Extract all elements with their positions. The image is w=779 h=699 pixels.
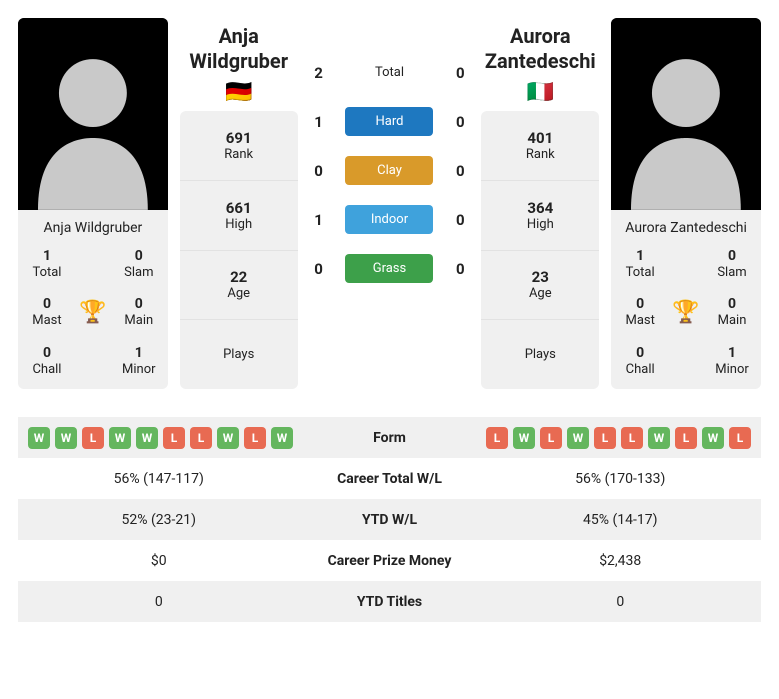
player2-titles: 1Total 0Slam 0Mast 🏆 0Main 0Chall 1Minor xyxy=(611,248,761,389)
p1-titles-mast: 0 xyxy=(24,296,70,313)
p1-titles-main: 0 xyxy=(116,296,162,313)
p2-career-wl: 56% (170-133) xyxy=(490,471,752,487)
p2-titles-minor: 1 xyxy=(709,345,755,362)
p1-titles-total: 1 xyxy=(24,248,70,265)
p1-rank: 691 xyxy=(226,129,252,147)
p2-age: 23 xyxy=(532,268,549,286)
h2h-total-p1: 2 xyxy=(310,64,328,82)
trophy-icon: 🏆 xyxy=(70,296,116,328)
p2-titles-main: 0 xyxy=(709,296,755,313)
player2-name-small: Aurora Zantedeschi xyxy=(611,210,761,248)
p2-titles-chall: 0 xyxy=(617,345,663,362)
form-win-chip: W xyxy=(136,427,158,449)
form-win-chip: W xyxy=(28,427,50,449)
p2-high: 364 xyxy=(527,199,553,217)
h2h-clay-p2: 0 xyxy=(451,162,469,180)
form-loss-chip: L xyxy=(675,427,697,449)
form-loss-chip: L xyxy=(82,427,104,449)
h2h-hard-p2: 0 xyxy=(451,113,469,131)
h2h-indoor-p2: 0 xyxy=(451,211,469,229)
p1-prize: $0 xyxy=(28,553,290,569)
player1-titles: 1Total 0Slam 0Mast 🏆 0Main 0Chall 1Minor xyxy=(18,248,168,389)
p1-age: 22 xyxy=(230,268,247,286)
player2-photo xyxy=(611,18,761,210)
form-win-chip: W xyxy=(271,427,293,449)
surface-hard-pill[interactable]: Hard xyxy=(345,107,433,136)
h2h-surfaces: 2 Total 0 1 Hard 0 0 Clay 0 1 Indoor 0 0… xyxy=(310,18,470,389)
player1-name-big[interactable]: Anja Wildgruber xyxy=(180,18,298,80)
player1-flag-icon: 🇩🇪 xyxy=(180,80,298,105)
form-loss-chip: L xyxy=(244,427,266,449)
p1-titles-chall: 0 xyxy=(24,345,70,362)
form-loss-chip: L xyxy=(594,427,616,449)
h2h-hard-p1: 1 xyxy=(310,113,328,131)
p1-high: 661 xyxy=(226,199,252,217)
label-ytd-wl: YTD W/L xyxy=(290,512,490,528)
form-win-chip: W xyxy=(217,427,239,449)
surface-total-label: Total xyxy=(345,58,433,87)
p2-titles-mast: 0 xyxy=(617,296,663,313)
p2-titles-total: 1 xyxy=(617,248,663,265)
h2h-clay-p1: 0 xyxy=(310,162,328,180)
form-win-chip: W xyxy=(648,427,670,449)
p2-ytd-wl: 45% (14-17) xyxy=(490,512,752,528)
h2h-indoor-p1: 1 xyxy=(310,211,328,229)
player1-card: Anja Wildgruber 1Total 0Slam 0Mast 🏆 0Ma… xyxy=(18,18,168,389)
form-loss-chip: L xyxy=(486,427,508,449)
player1-photo xyxy=(18,18,168,210)
form-loss-chip: L xyxy=(729,427,751,449)
surface-grass-pill[interactable]: Grass xyxy=(345,254,433,283)
h2h-grass-p1: 0 xyxy=(310,260,328,278)
h2h-total-p2: 0 xyxy=(451,64,469,82)
player2-name-big[interactable]: Aurora Zantedeschi xyxy=(481,18,599,80)
player2-card: Aurora Zantedeschi 1Total 0Slam 0Mast 🏆 … xyxy=(611,18,761,389)
p2-prize: $2,438 xyxy=(490,553,752,569)
p1-career-wl: 56% (147-117) xyxy=(28,471,290,487)
p2-form: LWLWLLWLWL xyxy=(486,427,751,449)
p1-ytd-wl: 52% (23-21) xyxy=(28,512,290,528)
label-career-wl: Career Total W/L xyxy=(290,471,490,487)
trophy-icon: 🏆 xyxy=(663,296,709,328)
form-win-chip: W xyxy=(109,427,131,449)
p2-rank: 401 xyxy=(527,129,553,147)
p1-ytd-titles: 0 xyxy=(28,594,290,610)
comparison-table: WWLWWLLWLW Form LWLWLLWLWL 56% (147-117)… xyxy=(18,417,761,622)
surface-indoor-pill[interactable]: Indoor xyxy=(345,205,433,234)
player1-name-small: Anja Wildgruber xyxy=(18,210,168,248)
h2h-grass-p2: 0 xyxy=(451,260,469,278)
form-loss-chip: L xyxy=(621,427,643,449)
form-win-chip: W xyxy=(567,427,589,449)
form-win-chip: W xyxy=(55,427,77,449)
p2-titles-slam: 0 xyxy=(709,248,755,265)
p2-ytd-titles: 0 xyxy=(490,594,752,610)
form-loss-chip: L xyxy=(163,427,185,449)
p1-form: WWLWWLLWLW xyxy=(28,427,293,449)
surface-clay-pill[interactable]: Clay xyxy=(345,156,433,185)
label-ytd-titles: YTD Titles xyxy=(290,594,490,610)
player2-flag-icon: 🇮🇹 xyxy=(481,80,599,105)
label-form: Form xyxy=(293,430,486,446)
form-win-chip: W xyxy=(513,427,535,449)
form-loss-chip: L xyxy=(540,427,562,449)
label-prize: Career Prize Money xyxy=(290,553,490,569)
form-loss-chip: L xyxy=(190,427,212,449)
player2-summary: Aurora Zantedeschi 🇮🇹 401Rank 364High 23… xyxy=(481,18,599,389)
player1-summary: Anja Wildgruber 🇩🇪 691Rank 661High 22Age… xyxy=(180,18,298,389)
p1-titles-slam: 0 xyxy=(116,248,162,265)
p1-titles-minor: 1 xyxy=(116,345,162,362)
form-win-chip: W xyxy=(702,427,724,449)
